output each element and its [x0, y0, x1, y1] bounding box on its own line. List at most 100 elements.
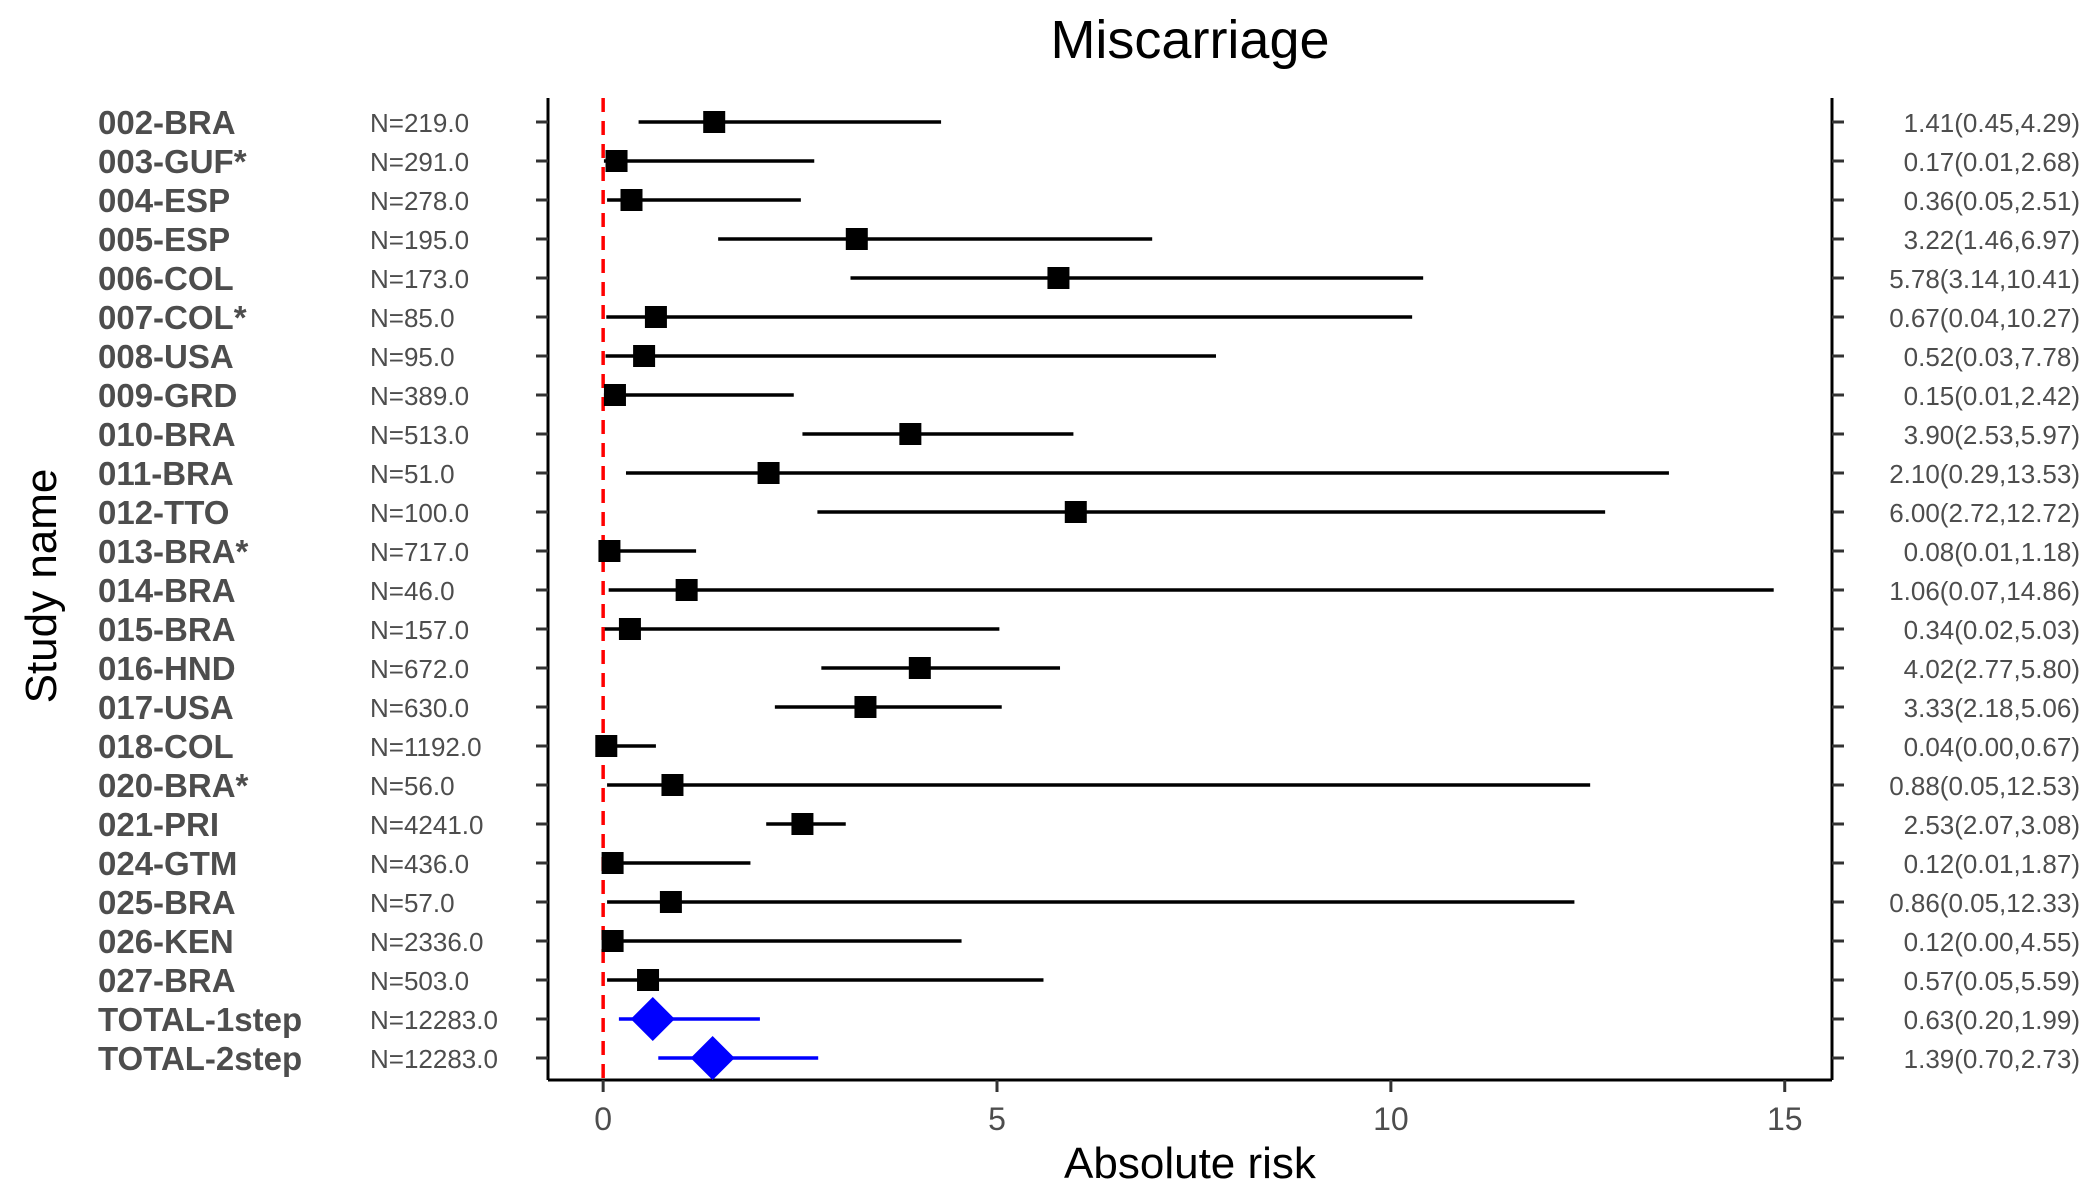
point-estimate-marker	[644, 306, 667, 328]
study-name-label: 015-BRA	[98, 611, 236, 648]
estimate-ci-label: 3.90(2.53,5.97)	[1904, 420, 2080, 450]
study-name-label: 011-BRA	[98, 455, 234, 492]
study-name-label: 016-HND	[98, 650, 236, 687]
sample-size-label: N=672.0	[370, 654, 469, 684]
study-name-label: 014-BRA	[98, 572, 236, 609]
estimate-ci-label: 0.04(0.00,0.67)	[1904, 732, 2080, 762]
estimate-ci-label: 0.57(0.05,5.59)	[1904, 966, 2080, 996]
x-tick-label: 5	[988, 1101, 1006, 1137]
study-name-label: 004-ESP	[98, 182, 230, 219]
estimate-ci-label: 0.52(0.03,7.78)	[1904, 342, 2080, 372]
estimate-ci-label: 0.63(0.20,1.99)	[1904, 1005, 2080, 1035]
point-estimate-marker	[661, 774, 684, 796]
point-estimate-marker	[659, 891, 682, 913]
sample-size-label: N=51.0	[370, 459, 455, 489]
estimate-ci-label: 2.53(2.07,3.08)	[1904, 810, 2080, 840]
sample-size-label: N=157.0	[370, 615, 469, 645]
estimate-ci-label: 0.34(0.02,5.03)	[1904, 615, 2080, 645]
point-estimate-marker	[1064, 501, 1087, 523]
x-tick-label: 0	[594, 1101, 612, 1137]
study-name-label: TOTAL-1step	[98, 1001, 302, 1038]
sample-size-label: N=85.0	[370, 303, 455, 333]
x-tick-label: 15	[1767, 1101, 1803, 1137]
estimate-ci-label: 4.02(2.77,5.80)	[1904, 654, 2080, 684]
sample-size-label: N=2336.0	[370, 927, 483, 957]
chart-title: Miscarriage	[1050, 10, 1329, 70]
sample-size-label: N=219.0	[370, 108, 469, 138]
point-estimate-marker	[757, 462, 780, 484]
point-estimate-marker	[791, 813, 814, 835]
sample-size-label: N=173.0	[370, 264, 469, 294]
sample-size-label: N=436.0	[370, 849, 469, 879]
study-name-label: 020-BRA*	[98, 767, 249, 804]
study-name-label: 027-BRA	[98, 962, 236, 999]
estimate-ci-label: 0.86(0.05,12.33)	[1889, 888, 2080, 918]
point-estimate-marker	[899, 423, 922, 445]
study-name-label: 026-KEN	[98, 923, 234, 960]
study-name-label: 009-GRD	[98, 377, 237, 414]
pooled-estimate-diamond	[690, 1036, 735, 1080]
estimate-ci-label: 3.22(1.46,6.97)	[1904, 225, 2080, 255]
study-name-label: 018-COL	[98, 728, 234, 765]
estimate-ci-label: 0.12(0.00,4.55)	[1904, 927, 2080, 957]
study-name-label: 008-USA	[98, 338, 234, 375]
sample-size-label: N=291.0	[370, 147, 469, 177]
point-estimate-marker	[633, 345, 656, 367]
sample-size-label: N=717.0	[370, 537, 469, 567]
sample-size-label: N=4241.0	[370, 810, 483, 840]
estimate-ci-label: 0.08(0.01,1.18)	[1904, 537, 2080, 567]
study-name-label: 006-COL	[98, 260, 234, 297]
point-estimate-marker	[845, 228, 868, 250]
y-axis-label: Study name	[17, 469, 66, 704]
study-name-label: 005-ESP	[98, 221, 230, 258]
sample-size-label: N=389.0	[370, 381, 469, 411]
estimate-ci-label: 0.15(0.01,2.42)	[1904, 381, 2080, 411]
study-name-label: TOTAL-2step	[98, 1040, 302, 1077]
point-estimate-marker	[637, 969, 660, 991]
sample-size-label: N=57.0	[370, 888, 455, 918]
estimate-ci-label: 1.39(0.70,2.73)	[1904, 1044, 2080, 1074]
point-estimate-marker	[703, 111, 726, 133]
sample-size-label: N=46.0	[370, 576, 455, 606]
study-name-label: 007-COL*	[98, 299, 247, 336]
point-estimate-marker	[598, 540, 621, 562]
point-estimate-marker	[605, 150, 628, 172]
estimate-ci-label: 0.12(0.01,1.87)	[1904, 849, 2080, 879]
study-name-label: 021-PRI	[98, 806, 219, 843]
x-tick-label: 10	[1373, 1101, 1409, 1137]
sample-size-label: N=195.0	[370, 225, 469, 255]
study-name-label: 010-BRA	[98, 416, 236, 453]
estimate-ci-label: 0.36(0.05,2.51)	[1904, 186, 2080, 216]
x-axis-label: Absolute risk	[1064, 1139, 1317, 1188]
point-estimate-marker	[675, 579, 698, 601]
estimate-ci-label: 0.88(0.05,12.53)	[1889, 771, 2080, 801]
sample-size-label: N=12283.0	[370, 1044, 498, 1074]
estimate-ci-label: 2.10(0.29,13.53)	[1889, 459, 2080, 489]
study-name-label: 012-TTO	[98, 494, 229, 531]
study-name-label: 025-BRA	[98, 884, 236, 921]
study-name-label: 003-GUF*	[98, 143, 247, 180]
study-name-label: 017-USA	[98, 689, 234, 726]
study-name-label: 013-BRA*	[98, 533, 249, 570]
point-estimate-marker	[601, 852, 624, 874]
point-estimate-marker	[854, 696, 877, 718]
sample-size-label: N=503.0	[370, 966, 469, 996]
estimate-ci-label: 3.33(2.18,5.06)	[1904, 693, 2080, 723]
point-estimate-marker	[908, 657, 931, 679]
point-estimate-marker	[603, 384, 626, 406]
point-estimate-marker	[595, 735, 618, 757]
study-name-label: 002-BRA	[98, 104, 236, 141]
estimate-ci-label: 6.00(2.72,12.72)	[1889, 498, 2080, 528]
point-estimate-marker	[620, 189, 643, 211]
sample-size-label: N=513.0	[370, 420, 469, 450]
sample-size-label: N=1192.0	[370, 732, 482, 762]
sample-size-label: N=630.0	[370, 693, 469, 723]
sample-size-label: N=95.0	[370, 342, 455, 372]
sample-size-label: N=56.0	[370, 771, 455, 801]
point-estimate-marker	[618, 618, 641, 640]
estimate-ci-label: 5.78(3.14,10.41)	[1889, 264, 2080, 294]
estimate-ci-label: 0.67(0.04,10.27)	[1889, 303, 2080, 333]
pooled-estimate-diamond	[630, 997, 675, 1041]
point-estimate-marker	[601, 930, 624, 952]
